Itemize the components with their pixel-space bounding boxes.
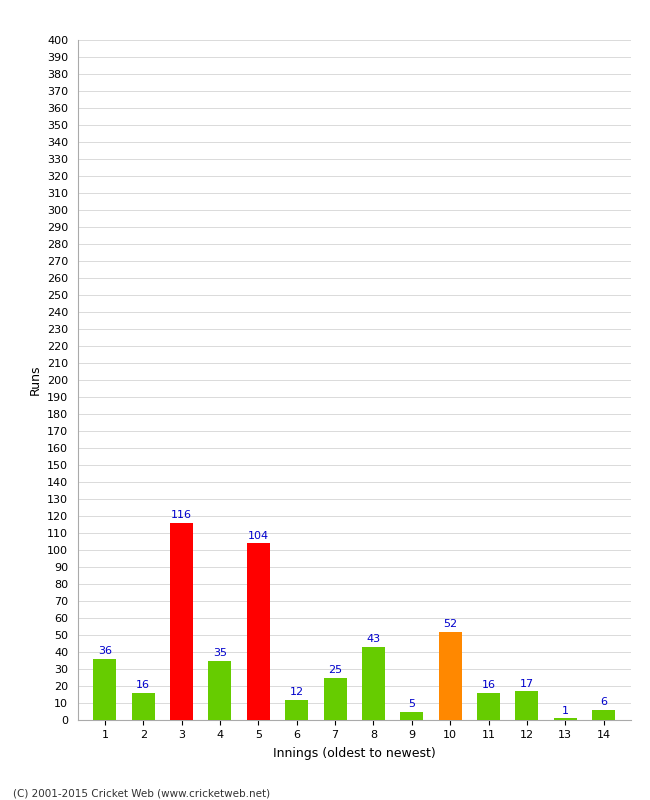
Bar <box>132 693 155 720</box>
Bar <box>400 711 423 720</box>
Text: 12: 12 <box>290 687 304 697</box>
Text: 16: 16 <box>482 680 495 690</box>
Bar <box>170 523 193 720</box>
Bar <box>285 699 308 720</box>
Text: 104: 104 <box>248 530 269 541</box>
Bar <box>592 710 615 720</box>
Text: 35: 35 <box>213 648 227 658</box>
Text: 25: 25 <box>328 665 342 675</box>
Bar <box>477 693 500 720</box>
Bar <box>439 632 462 720</box>
Text: 17: 17 <box>520 678 534 689</box>
Text: 36: 36 <box>98 646 112 656</box>
X-axis label: Innings (oldest to newest): Innings (oldest to newest) <box>273 746 436 760</box>
Text: 6: 6 <box>600 698 607 707</box>
Bar <box>324 678 346 720</box>
Bar <box>94 659 116 720</box>
Bar <box>362 647 385 720</box>
Text: 116: 116 <box>171 510 192 520</box>
Text: 52: 52 <box>443 619 457 629</box>
Y-axis label: Runs: Runs <box>29 365 42 395</box>
Text: (C) 2001-2015 Cricket Web (www.cricketweb.net): (C) 2001-2015 Cricket Web (www.cricketwe… <box>13 788 270 798</box>
Bar <box>554 718 577 720</box>
Bar <box>515 691 538 720</box>
Text: 5: 5 <box>408 699 415 709</box>
Text: 43: 43 <box>367 634 380 644</box>
Bar <box>247 543 270 720</box>
Text: 1: 1 <box>562 706 569 716</box>
Text: 16: 16 <box>136 680 150 690</box>
Bar <box>209 661 231 720</box>
